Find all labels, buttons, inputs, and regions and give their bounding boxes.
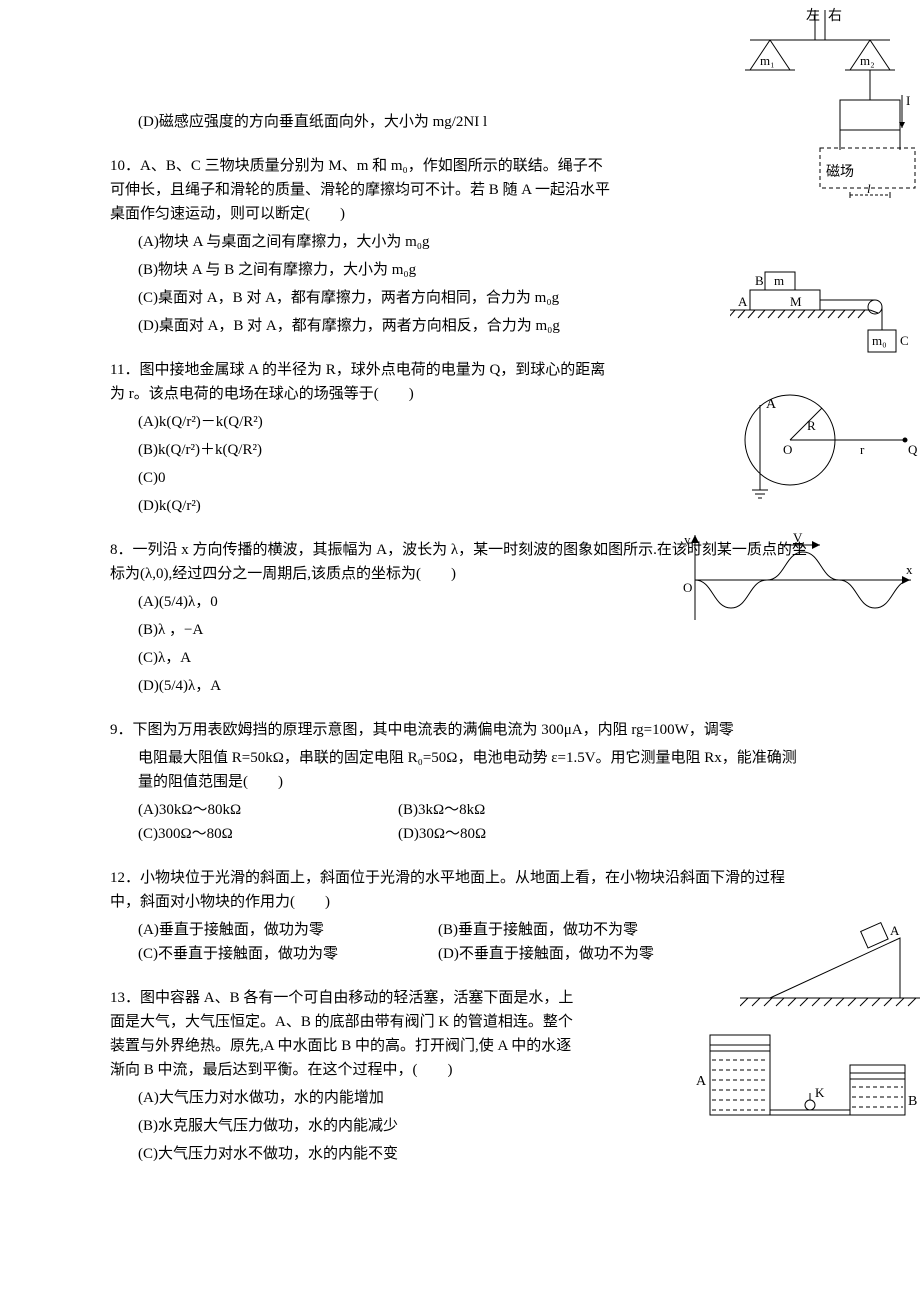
label-m0: m₀ (872, 333, 887, 348)
q12-optB: (B)垂直于接触面，做功不为零 (438, 918, 638, 942)
q11-optB: (B)k(Q/r²)＋k(Q/R²) (110, 438, 610, 462)
question-13: 13．图中容器 A、B 各有一个可自由移动的轻活塞，活塞下面是水，上面是大气，大… (110, 986, 810, 1166)
label-l: l (867, 181, 871, 196)
label-B: B (908, 1094, 917, 1109)
q12-number: 12． (110, 870, 140, 886)
q8-stem: 一列沿 x 方向传播的横波，其振幅为 A，波长为 λ，某一时刻波的图象如图所示.… (110, 542, 807, 582)
label-x: x (906, 562, 913, 577)
label-A: A (890, 923, 900, 938)
question-10: 10．A、B、C 三物块质量分别为 M、m 和 m₀，作如图所示的联结。绳子不可… (110, 154, 810, 338)
q11-optA: (A)k(Q/r²)－k(Q/R²) (110, 410, 610, 434)
label-K: K (815, 1085, 825, 1100)
q9-stem2: 电阻最大阻值 R=50kΩ，串联的固定电阻 R₀=50Ω，电池电动势 ε=1.5… (110, 746, 810, 794)
label-right: 右 (828, 8, 842, 24)
q10-optB: (B)物块 A 与 B 之间有摩擦力，大小为 m₀g (110, 258, 610, 282)
question-8: 8．一列沿 x 方向传播的横波，其振幅为 A，波长为 λ，某一时刻波的图象如图所… (110, 538, 810, 698)
q9-optD: (D)30Ω～80Ω (398, 822, 658, 846)
q13-stem: 图中容器 A、B 各有一个可自由移动的轻活塞，活塞下面是水，上面是大气，大气压恒… (110, 990, 573, 1078)
q12-optA: (A)垂直于接触面，做功为零 (138, 918, 438, 942)
q12-optC: (C)不垂直于接触面，做功为零 (138, 942, 438, 966)
q10-number: 10． (110, 158, 140, 174)
q8-number: 8． (110, 542, 133, 558)
question-12: 12．小物块位于光滑的斜面上，斜面位于光滑的水平地面上。从地面上看，在小物块沿斜… (110, 866, 810, 966)
q8-optB: (B)λ ，−A (110, 618, 810, 642)
prev-optD: (D)磁感应强度的方向垂直纸面向外，大小为 mg/2NI l (110, 110, 810, 134)
label-r: r (860, 442, 865, 457)
q9-opt-row1: (A)30kΩ～80kΩ (B)3kΩ～8kΩ (110, 798, 810, 822)
q11-optD: (D)k(Q/r²) (110, 494, 610, 518)
label-mag: 磁场 (826, 164, 854, 180)
q8-optC: (C)λ，A (110, 646, 810, 670)
q9-number: 9． (110, 722, 133, 738)
q13-number: 13． (110, 990, 140, 1006)
q12-stem: 小物块位于光滑的斜面上，斜面位于光滑的水平地面上。从地面上看，在小物块沿斜面下滑… (110, 870, 785, 910)
label-left: 左 (806, 8, 820, 24)
q9-stem1: 下图为万用表欧姆挡的原理示意图，其中电流表的满偏电流为 300μA，内阻 rg=… (133, 722, 734, 738)
label-m1: m₁ (760, 53, 775, 68)
q8-optA: (A)(5/4)λ，0 (110, 590, 810, 614)
q13-optC: (C)大气压力对水不做功，水的内能不变 (110, 1142, 580, 1166)
q9-optB: (B)3kΩ～8kΩ (398, 798, 658, 822)
q10-optA: (A)物块 A 与桌面之间有摩擦力，大小为 m₀g (110, 230, 610, 254)
q12-opt-row1: (A)垂直于接触面，做功为零 (B)垂直于接触面，做功不为零 (110, 918, 810, 942)
label-m2: m₂ (860, 53, 875, 68)
label-I: I (906, 93, 910, 108)
q10-optC: (C)桌面对 A，B 对 A，都有摩擦力，两者方向相同，合力为 m₀g (110, 286, 610, 310)
label-C: C (900, 333, 909, 348)
question-9: 9．下图为万用表欧姆挡的原理示意图，其中电流表的满偏电流为 300μA，内阻 r… (110, 718, 810, 846)
q11-stem: 图中接地金属球 A 的半径为 R，球外点电荷的电量为 Q，到球心的距离为 r。该… (110, 362, 605, 402)
q10-optD: (D)桌面对 A，B 对 A，都有摩擦力，两者方向相反，合力为 m₀g (110, 314, 610, 338)
question-11: 11．图中接地金属球 A 的半径为 R，球外点电荷的电量为 Q，到球心的距离为 … (110, 358, 810, 518)
q13-optB: (B)水克服大气压力做功，水的内能减少 (110, 1114, 580, 1138)
q9-opt-row2: (C)300Ω～80Ω (D)30Ω～80Ω (110, 822, 810, 846)
option-d-previous: (D)磁感应强度的方向垂直纸面向外，大小为 mg/2NI l (110, 110, 810, 134)
q13-optA: (A)大气压力对水做功，水的内能增加 (110, 1086, 580, 1110)
q12-opt-row2: (C)不垂直于接触面，做功为零 (D)不垂直于接触面，做功不为零 (110, 942, 810, 966)
q11-number: 11． (110, 362, 139, 378)
q11-optC: (C)0 (110, 466, 610, 490)
q12-optD: (D)不垂直于接触面，做功不为零 (438, 942, 654, 966)
q8-optD: (D)(5/4)λ，A (110, 674, 810, 698)
page: 左 右 m₁ m₂ I 磁场 l (0, 0, 920, 1302)
q10-stem: A、B、C 三物块质量分别为 M、m 和 m₀，作如图所示的联结。绳子不可伸长，… (110, 158, 610, 222)
q9-optA: (A)30kΩ～80kΩ (138, 798, 398, 822)
q9-optC: (C)300Ω～80Ω (138, 822, 398, 846)
label-Q: Q (908, 442, 918, 457)
